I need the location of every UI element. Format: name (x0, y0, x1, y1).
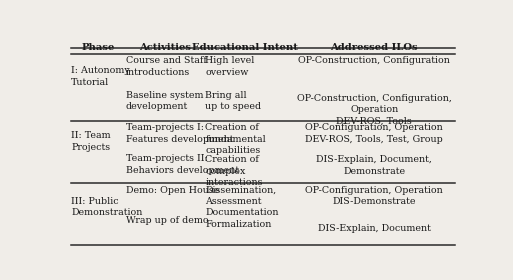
Text: Creation of
complex
interactions: Creation of complex interactions (205, 155, 263, 187)
Text: OP-Construction, Configuration: OP-Construction, Configuration (298, 56, 450, 65)
Text: High level
overview: High level overview (205, 56, 254, 77)
Text: DIS-Explain, Document: DIS-Explain, Document (318, 224, 431, 234)
Text: III: Public
Demonstration: III: Public Demonstration (71, 197, 143, 217)
Text: OP-Construction, Configuration,
Operation
DEV-ROS, Tools: OP-Construction, Configuration, Operatio… (297, 94, 451, 126)
Text: Bring all
up to speed: Bring all up to speed (205, 91, 262, 111)
Text: I: Autonomy
Tutorial: I: Autonomy Tutorial (71, 66, 130, 87)
Text: Phase: Phase (82, 43, 115, 52)
Text: Addressed ILOs: Addressed ILOs (330, 43, 418, 52)
Text: Wrap up of demo: Wrap up of demo (126, 216, 208, 225)
Text: DIS-Explain, Document,
Demonstrate: DIS-Explain, Document, Demonstrate (317, 155, 432, 176)
Text: OP-Configuration, Operation
DIS-Demonstrate: OP-Configuration, Operation DIS-Demonstr… (305, 186, 443, 206)
Text: Course and Staff
introductions: Course and Staff introductions (126, 56, 207, 77)
Text: Creation of
fundamental
capabilities: Creation of fundamental capabilities (205, 123, 266, 155)
Text: Demo: Open House: Demo: Open House (126, 186, 219, 195)
Text: Educational Intent: Educational Intent (192, 43, 298, 52)
Text: Team-projects I:
Features development: Team-projects I: Features development (126, 123, 233, 144)
Text: Activities: Activities (140, 43, 191, 52)
Text: II: Team
Projects: II: Team Projects (71, 131, 111, 152)
Text: OP-Configuration, Operation
DEV-ROS, Tools, Test, Group: OP-Configuration, Operation DEV-ROS, Too… (305, 123, 443, 144)
Text: Baseline system
development: Baseline system development (126, 91, 203, 111)
Text: Dissemination,
Assessment
Documentation
Formalization: Dissemination, Assessment Documentation … (205, 186, 279, 229)
Text: Team-projects II:
Behaviors development: Team-projects II: Behaviors development (126, 154, 239, 175)
